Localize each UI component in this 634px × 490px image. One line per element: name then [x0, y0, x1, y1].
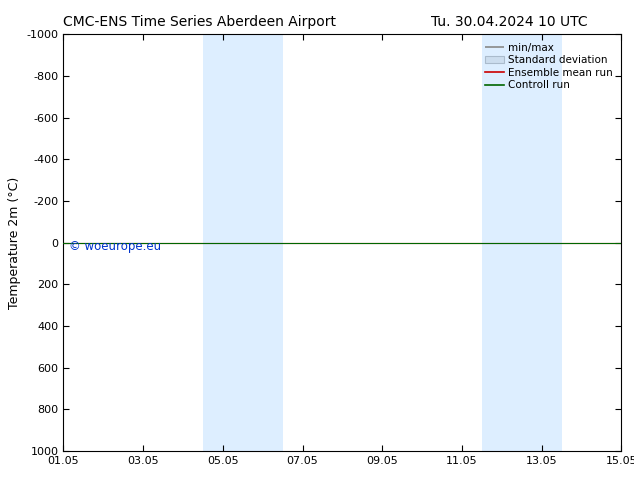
Text: Tu. 30.04.2024 10 UTC: Tu. 30.04.2024 10 UTC [431, 15, 588, 29]
Legend: min/max, Standard deviation, Ensemble mean run, Controll run: min/max, Standard deviation, Ensemble me… [482, 40, 616, 94]
Y-axis label: Temperature 2m (°C): Temperature 2m (°C) [8, 176, 21, 309]
Text: © woeurope.eu: © woeurope.eu [69, 241, 161, 253]
Text: CMC-ENS Time Series Aberdeen Airport: CMC-ENS Time Series Aberdeen Airport [63, 15, 337, 29]
Bar [482, 34, 562, 451]
Bar [203, 34, 283, 451]
